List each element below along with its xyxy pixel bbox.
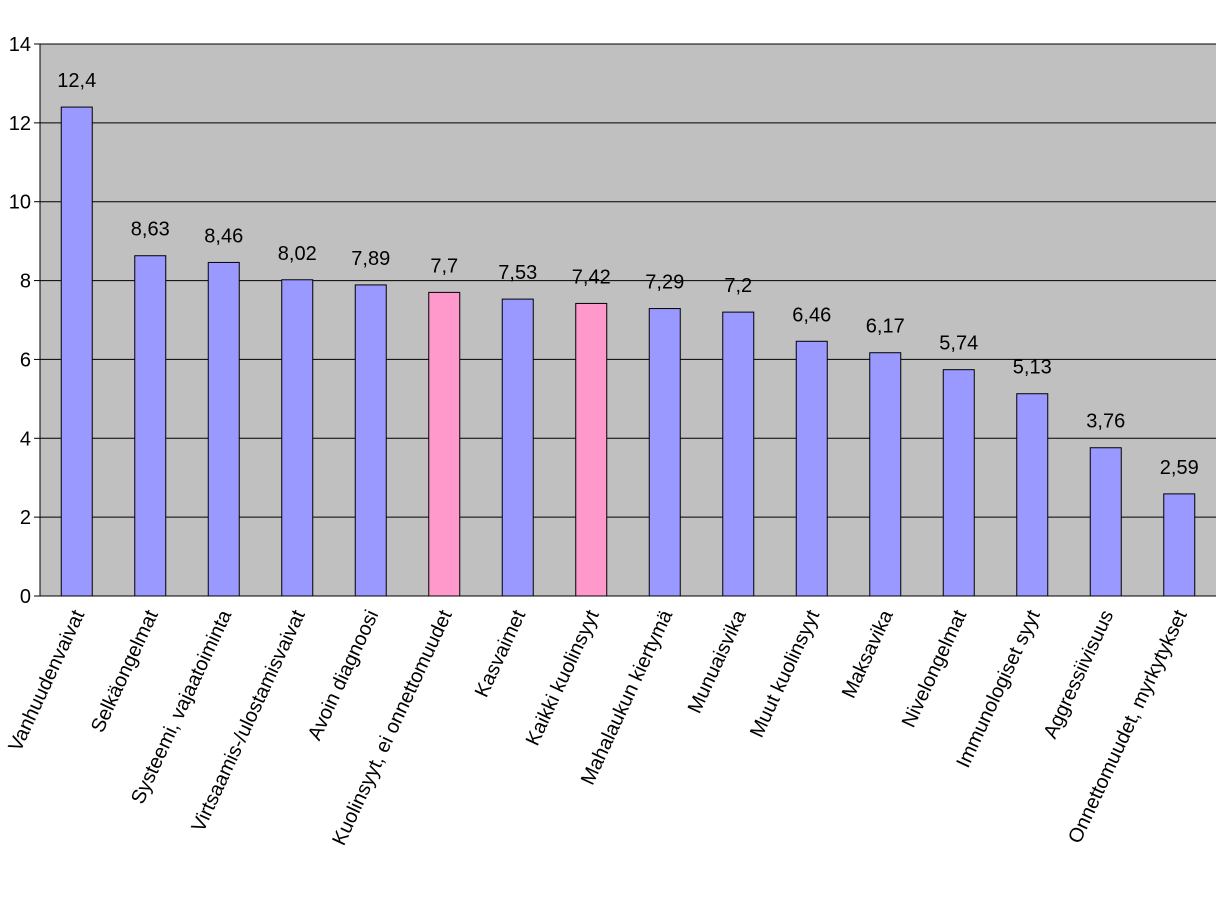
data-label-1: 8,63 <box>131 219 170 241</box>
data-label-14: 3,76 <box>1086 411 1125 433</box>
category-label-10: Muut kuolinsyyt <box>746 606 824 741</box>
category-label-4: Avoin diagnoosi <box>304 607 383 744</box>
y-tick-label: 6 <box>20 349 31 371</box>
data-label-15: 2,59 <box>1160 457 1199 479</box>
category-label-14: Aggressiivisuus <box>1040 607 1119 742</box>
data-label-8: 7,29 <box>645 272 684 294</box>
category-label-7: Kaikki kuolinsyyt <box>522 606 604 749</box>
data-label-0: 12,4 <box>57 70 96 92</box>
y-tick-label: 2 <box>20 507 31 529</box>
bar-4 <box>354 284 387 597</box>
data-label-9: 7,2 <box>724 275 752 297</box>
category-label-11: Maksavika <box>838 606 898 702</box>
data-label-3: 8,02 <box>278 243 317 265</box>
data-label-4: 7,89 <box>351 248 390 270</box>
bar-5 <box>428 291 461 597</box>
y-tick-label: 8 <box>20 271 31 293</box>
category-label-0: Vanhuudenvaivat <box>5 606 90 754</box>
bar-1 <box>134 255 167 597</box>
data-label-5: 7,7 <box>430 255 458 277</box>
y-tick-label: 0 <box>20 586 31 608</box>
category-label-12: Nivelongelmat <box>898 606 972 731</box>
bar-8 <box>648 308 681 597</box>
data-label-11: 6,17 <box>866 316 905 338</box>
category-label-13: Immunologiset syyt <box>953 606 1045 771</box>
bar-0 <box>60 106 93 597</box>
bar-2 <box>207 261 240 597</box>
data-label-7: 7,42 <box>572 266 611 288</box>
category-label-6: Kasvaimet <box>471 606 531 700</box>
bar-11 <box>869 352 902 597</box>
y-tick-label: 4 <box>20 428 31 450</box>
bar-3 <box>281 279 314 597</box>
bar-14 <box>1089 447 1122 597</box>
bar-6 <box>501 298 534 597</box>
data-label-12: 5,74 <box>939 333 978 355</box>
bar-10 <box>795 340 828 597</box>
bar-9 <box>722 311 755 597</box>
y-tick-label: 10 <box>9 192 31 214</box>
bar-7 <box>575 302 608 597</box>
data-label-10: 6,46 <box>792 304 831 326</box>
data-label-6: 7,53 <box>498 262 537 284</box>
data-label-2: 8,46 <box>204 225 243 247</box>
y-tick-label: 12 <box>9 113 31 135</box>
data-labels: 12,4 8,63 8,46 8,02 7,89 7,7 7,53 7,42 7,29 7,2 6,… <box>57 70 1198 479</box>
bars <box>60 106 1196 597</box>
data-label-13: 5,13 <box>1013 357 1052 379</box>
bar-15 <box>1163 493 1196 597</box>
bar-13 <box>1016 393 1049 597</box>
category-label-9: Munuaisvika <box>684 606 751 717</box>
y-tick-label: 14 <box>9 34 31 56</box>
y-axis-tick-labels: 0 2 4 6 8 10 12 14 <box>9 34 40 608</box>
bar-12 <box>942 369 975 597</box>
category-label-1: Selkäongelmat <box>87 606 163 736</box>
